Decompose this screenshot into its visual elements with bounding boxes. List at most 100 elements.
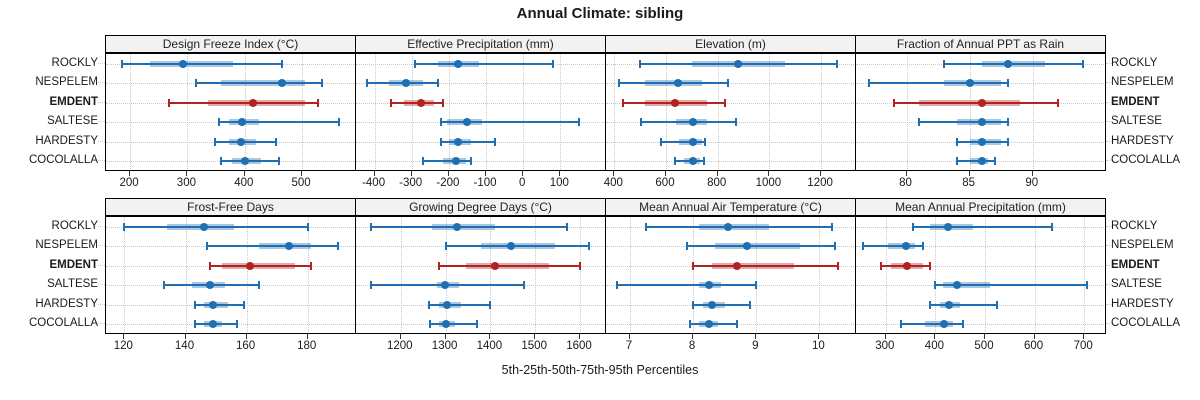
panel-strip-title: Fraction of Annual PPT as Rain [896, 37, 1065, 51]
panel-plot [855, 216, 1106, 334]
whisker-line [196, 82, 323, 85]
median-dot [454, 137, 463, 146]
axis-tick [1033, 334, 1035, 339]
site-label-right: ROCKLY [1111, 56, 1158, 69]
whisker-cap-high [831, 222, 833, 231]
whisker-line [214, 140, 277, 143]
panel-plot [605, 216, 856, 334]
median-dot [441, 320, 450, 329]
median-dot [978, 137, 987, 146]
median-dot [249, 98, 258, 107]
whisker-cap-low [862, 242, 865, 251]
percentile-band [699, 223, 769, 230]
whisker-cap-low [366, 79, 369, 88]
leader-line-right [1106, 323, 1112, 325]
whisker-line [121, 62, 283, 65]
whisker-cap-high [929, 261, 932, 270]
whisker-cap-low [208, 261, 211, 270]
whisker-cap-high [755, 281, 758, 290]
axis-tick-label: 600 [1024, 340, 1044, 352]
site-label-right: NESPELEM [1111, 76, 1174, 89]
axis-tick [716, 171, 718, 176]
whisker-cap-high [309, 261, 312, 270]
whisker-cap-low [912, 222, 914, 231]
whisker-cap-high [442, 98, 445, 107]
median-dot [452, 222, 461, 231]
whisker-cap-high [736, 320, 739, 329]
median-dot [708, 300, 717, 309]
leader-line-right [1106, 101, 1112, 103]
whisker-cap-high [317, 98, 320, 107]
whisker-cap-high [470, 157, 473, 166]
gridline-horizontal [606, 161, 855, 163]
axis-tick-label: 300 [875, 340, 895, 352]
whisker-cap-high [996, 300, 999, 309]
whisker-cap-low [685, 242, 688, 251]
median-dot [237, 118, 246, 127]
whisker-cap-high [922, 242, 924, 251]
median-dot [1003, 59, 1012, 68]
whisker-cap-high [306, 222, 309, 231]
axis-tick-label: 400 [234, 177, 254, 189]
whisker-cap-high [588, 242, 590, 251]
whisker-line [422, 160, 472, 163]
whisker-line [641, 121, 736, 124]
whisker-cap-high [338, 118, 341, 127]
panel-strip-title: Mean Annual Precipitation (mm) [895, 200, 1066, 214]
gridline-vertical [693, 217, 695, 333]
whisker-line [445, 245, 589, 248]
site-label-left: HARDESTY [35, 134, 98, 147]
percentile-band [919, 99, 1021, 106]
whisker-cap-low [193, 320, 196, 329]
whisker-line [219, 121, 340, 124]
axis-tick-label: 800 [707, 177, 727, 189]
site-label-right: HARDESTY [1111, 297, 1174, 310]
median-dot [742, 242, 751, 251]
leader-line-left [98, 121, 105, 123]
whisker-line [957, 160, 995, 163]
whisker-cap-low [692, 261, 695, 270]
whisker-cap-high [236, 320, 239, 329]
whisker-cap-high [257, 281, 260, 290]
whisker-cap-high [577, 118, 580, 127]
axis-tick [692, 334, 694, 339]
axis-tick [534, 334, 536, 339]
whisker-cap-low [899, 320, 902, 329]
whisker-line [693, 264, 839, 267]
gridline-vertical [819, 217, 821, 333]
axis-tick [306, 334, 308, 339]
axis-tick-label: -400 [362, 177, 386, 189]
whisker-cap-low [918, 118, 921, 127]
whisker-cap-low [934, 281, 937, 290]
axis-tick-label: 700 [1073, 340, 1093, 352]
whisker-line [868, 82, 1008, 85]
gridline-horizontal [606, 141, 855, 143]
gridline-vertical [445, 217, 447, 333]
median-dot [733, 261, 742, 270]
gridline-vertical [1084, 217, 1086, 333]
axis-tick-label: 8 [688, 340, 696, 352]
median-dot [452, 157, 461, 166]
axis-tick [245, 334, 247, 339]
whisker-line [209, 264, 311, 267]
leader-line-right [1106, 245, 1112, 247]
whisker-line [617, 284, 757, 287]
panel-strip: Elevation (m) [605, 35, 856, 53]
median-dot [442, 300, 451, 309]
site-label-left: COCOLALLA [28, 154, 98, 167]
leader-line-left [98, 323, 105, 325]
gridline-vertical [185, 217, 187, 333]
whisker-cap-high [1006, 79, 1009, 88]
whisker-cap-low [437, 261, 440, 270]
axis-tick-label: 160 [236, 340, 256, 352]
site-label-left: ROCKLY [51, 56, 98, 69]
gridline-vertical [244, 54, 246, 170]
median-dot [209, 300, 217, 309]
whisker-cap-high [278, 157, 281, 166]
axis-tick [522, 171, 524, 176]
whisker-cap-low [618, 79, 621, 88]
axis-tick [447, 171, 449, 176]
whisker-line [370, 225, 567, 228]
whisker-cap-high [275, 137, 278, 146]
whisker-cap-low [205, 242, 208, 251]
